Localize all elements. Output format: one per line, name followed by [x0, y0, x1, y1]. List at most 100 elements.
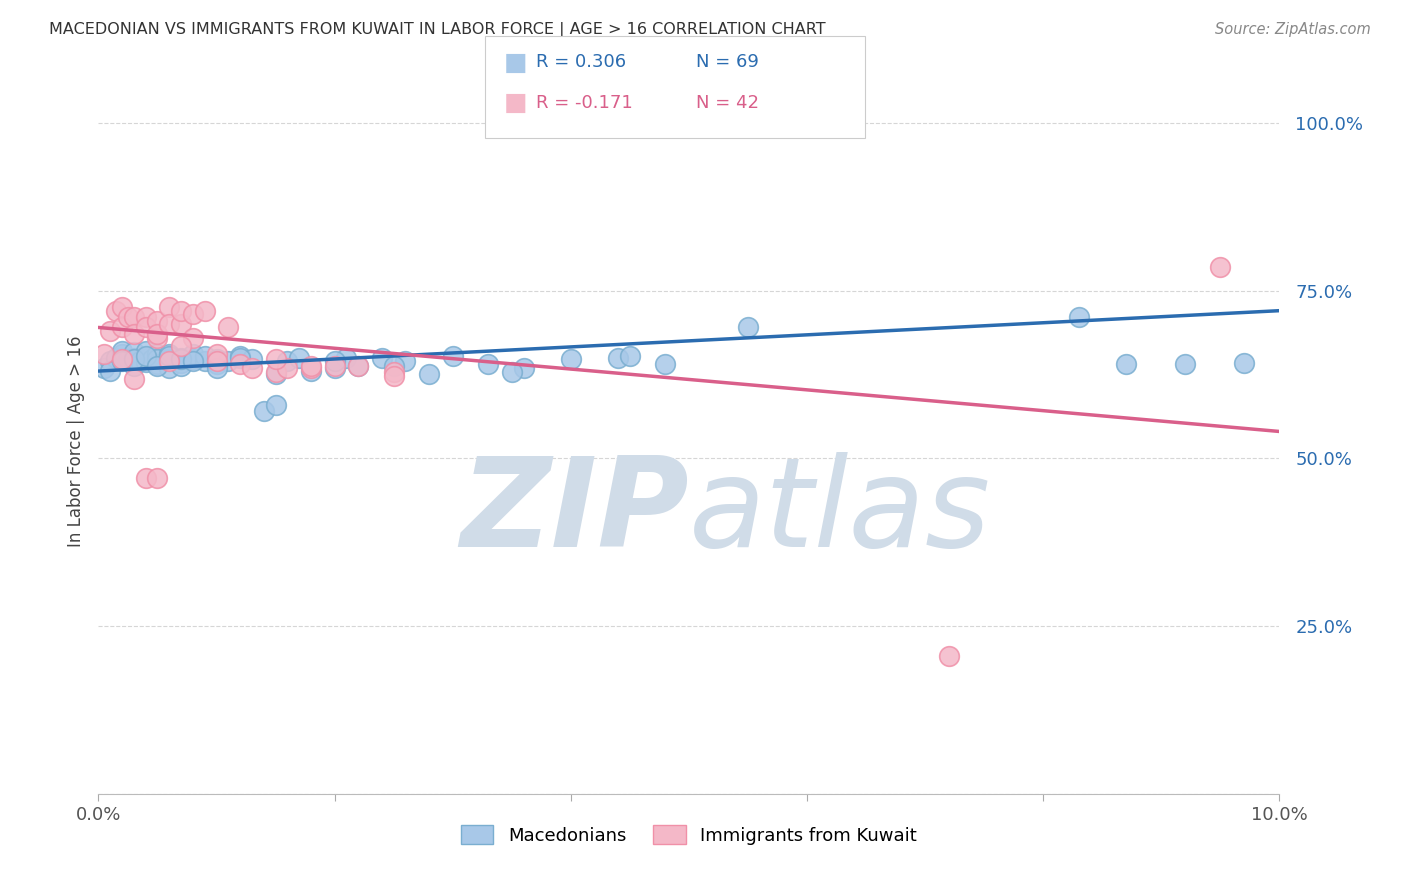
Point: [146, 351, 169, 366]
Text: ■: ■: [503, 91, 527, 114]
Text: MACEDONIAN VS IMMIGRANTS FROM KUWAIT IN LABOR FORCE | AGE > 16 CORRELATION CHART: MACEDONIAN VS IMMIGRANTS FROM KUWAIT IN …: [49, 22, 825, 38]
Point: [181, 351, 204, 366]
Point: [146, 471, 169, 485]
Point: [146, 327, 169, 342]
Point: [105, 351, 128, 365]
Point: [111, 320, 134, 334]
Text: N = 42: N = 42: [696, 94, 759, 112]
Point: [170, 317, 193, 331]
Point: [111, 301, 134, 315]
Point: [111, 354, 134, 368]
Point: [194, 354, 217, 368]
Point: [229, 357, 252, 371]
Point: [1233, 356, 1256, 370]
Point: [111, 343, 134, 358]
Point: [135, 343, 157, 358]
Point: [382, 359, 405, 373]
Point: [240, 351, 263, 366]
Point: [619, 349, 641, 363]
Point: [737, 320, 759, 334]
Point: [111, 347, 134, 361]
Point: [122, 327, 145, 342]
Point: [264, 398, 287, 412]
Point: [264, 351, 287, 366]
Point: [276, 354, 298, 368]
Text: Source: ZipAtlas.com: Source: ZipAtlas.com: [1215, 22, 1371, 37]
Point: [217, 354, 239, 368]
Point: [299, 359, 322, 373]
Point: [135, 310, 157, 325]
Point: [253, 404, 276, 418]
Point: [323, 360, 346, 375]
Point: [229, 349, 252, 363]
Legend: Macedonians, Immigrants from Kuwait: Macedonians, Immigrants from Kuwait: [454, 818, 924, 852]
Point: [288, 351, 311, 365]
Point: [194, 349, 217, 363]
Point: [335, 351, 357, 365]
Point: [157, 354, 180, 368]
Point: [98, 324, 121, 338]
Point: [1115, 357, 1137, 371]
Point: [93, 360, 115, 375]
Point: [264, 366, 287, 380]
Point: [371, 351, 394, 365]
Point: [117, 310, 139, 325]
Point: [394, 354, 416, 368]
Point: [170, 303, 193, 318]
Point: [122, 359, 145, 373]
Point: [441, 349, 464, 363]
Point: [128, 354, 150, 368]
Point: [135, 320, 157, 334]
Text: R = -0.171: R = -0.171: [536, 94, 633, 112]
Point: [560, 351, 582, 366]
Point: [1174, 357, 1197, 371]
Point: [217, 320, 239, 334]
Point: [205, 360, 228, 375]
Point: [157, 360, 180, 375]
Point: [170, 351, 193, 365]
Point: [146, 314, 169, 328]
Point: [607, 351, 630, 365]
Point: [157, 351, 180, 366]
Point: [264, 368, 287, 382]
Point: [170, 351, 193, 366]
Point: [1067, 310, 1090, 325]
Point: [477, 357, 499, 371]
Point: [146, 357, 169, 371]
Point: [205, 354, 228, 368]
Point: [229, 351, 252, 365]
Point: [501, 366, 523, 380]
Point: [117, 351, 139, 366]
Point: [205, 347, 228, 361]
Point: [135, 351, 157, 365]
Point: [181, 307, 204, 321]
Point: [205, 351, 228, 366]
Point: [276, 360, 298, 375]
Point: [382, 369, 405, 384]
Point: [122, 351, 145, 365]
Point: [111, 351, 134, 366]
Point: [122, 351, 145, 366]
Point: [299, 360, 322, 375]
Point: [347, 359, 370, 373]
Point: [205, 357, 228, 371]
Point: [1209, 260, 1232, 274]
Point: [323, 359, 346, 373]
Point: [98, 354, 121, 368]
Point: [146, 347, 169, 361]
Text: atlas: atlas: [689, 451, 991, 573]
Point: [105, 303, 128, 318]
Y-axis label: In Labor Force | Age > 16: In Labor Force | Age > 16: [66, 335, 84, 548]
Point: [418, 368, 440, 382]
Point: [157, 347, 180, 361]
Point: [157, 349, 180, 363]
Point: [157, 317, 180, 331]
Point: [122, 345, 145, 359]
Point: [323, 354, 346, 368]
Point: [93, 347, 115, 361]
Point: [512, 360, 534, 375]
Point: [122, 310, 145, 325]
Text: ■: ■: [503, 51, 527, 74]
Point: [240, 360, 263, 375]
Point: [181, 330, 204, 344]
